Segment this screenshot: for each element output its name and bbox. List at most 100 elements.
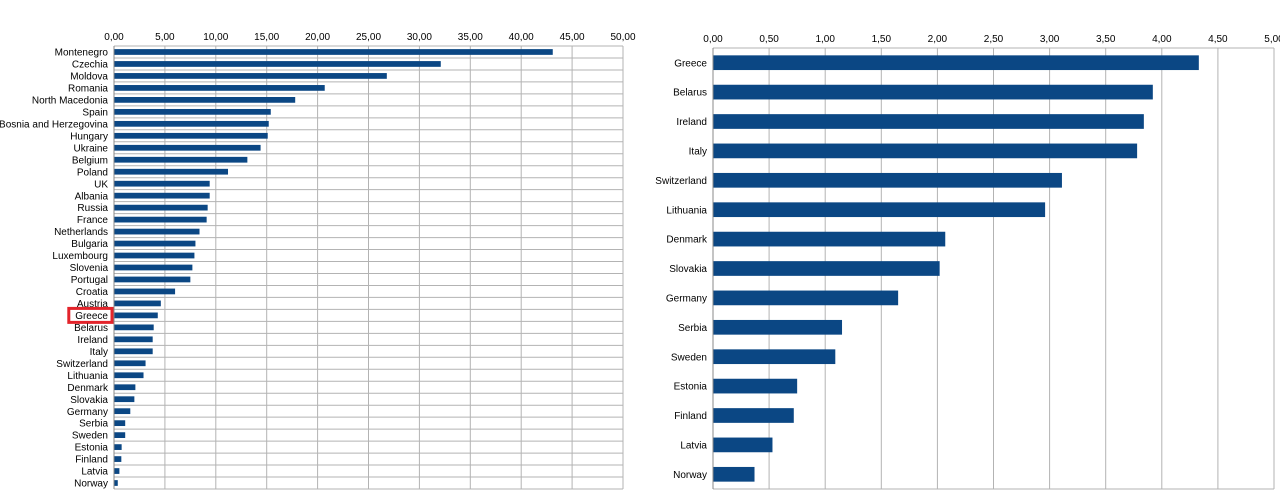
right-bar-latvia xyxy=(713,437,773,453)
right-category-label-estonia: Estonia xyxy=(674,382,708,393)
left-category-label-spain: Spain xyxy=(82,107,108,118)
left-bar-netherlands xyxy=(114,228,200,235)
left-bar-czechia xyxy=(114,61,441,67)
left-bar-latvia xyxy=(114,468,120,474)
right-bar-germany xyxy=(713,290,899,306)
right-bar-slovakia xyxy=(713,261,940,276)
left-bar-estonia xyxy=(114,444,122,450)
left-category-label-slovakia: Slovakia xyxy=(70,395,108,406)
left-bar-greece xyxy=(114,312,158,319)
right-x-tick-label: 1,00 xyxy=(815,34,835,45)
left-category-label-denmark: Denmark xyxy=(67,383,109,394)
right-category-label-greece: Greece xyxy=(674,58,707,69)
left-category-label-sweden: Sweden xyxy=(72,431,108,442)
right-bar-serbia xyxy=(713,319,843,335)
right-x-tick-label: 0,50 xyxy=(759,34,779,45)
left-bar-serbia xyxy=(114,420,126,427)
left-bar-belgium xyxy=(114,156,248,163)
right-category-label-norway: Norway xyxy=(673,470,707,481)
left-category-label-czechia: Czechia xyxy=(72,60,109,71)
left-category-label-netherlands: Netherlands xyxy=(54,227,108,238)
left-bar-slovenia xyxy=(114,264,193,271)
left-bar-albania xyxy=(114,192,210,199)
left-bar-germany xyxy=(114,408,131,415)
left-bar-luxembourg xyxy=(114,252,195,259)
left-category-label-finland: Finland xyxy=(75,455,108,466)
right-category-label-sweden: Sweden xyxy=(671,352,707,363)
left-category-label-hungary: Hungary xyxy=(70,131,108,142)
left-bar-bulgaria xyxy=(114,240,196,247)
left-category-label-bulgaria: Bulgaria xyxy=(71,239,108,250)
left-category-label-uk: UK xyxy=(94,179,108,190)
left-category-label-bosnia-and-herzegovina: Bosnia and Herzegovina xyxy=(0,119,108,130)
right-bar-chart: 0,00 0,50 1,00 1,50 2,00 2,50 3,00 3,50 4,00 4,50… xyxy=(655,34,1280,490)
left-category-label-moldova: Moldova xyxy=(70,72,108,83)
right-x-tick-label: 3,50 xyxy=(1096,34,1116,45)
left-bar-poland xyxy=(114,168,229,175)
left-category-label-belgium: Belgium xyxy=(72,155,108,166)
left-bar-belarus xyxy=(114,324,154,331)
right-x-tick-label: 4,00 xyxy=(1152,34,1172,45)
left-category-label-greece: Greece xyxy=(75,311,108,322)
right-bar-denmark xyxy=(713,231,946,247)
right-bar-sweden xyxy=(713,349,836,365)
left-x-tick-label: 35,00 xyxy=(458,32,483,43)
left-x-tick-label: 50,00 xyxy=(610,32,635,43)
left-bar-spain xyxy=(114,108,271,115)
left-x-tick-label: 15,00 xyxy=(254,32,279,43)
left-x-tick-label: 30,00 xyxy=(407,32,432,43)
left-category-label-poland: Poland xyxy=(77,167,108,178)
left-category-label-estonia: Estonia xyxy=(75,443,109,454)
right-bar-switzerland xyxy=(713,172,1062,188)
left-category-label-italy: Italy xyxy=(90,347,108,358)
left-category-label-ireland: Ireland xyxy=(77,335,108,346)
left-bar-italy xyxy=(114,348,153,355)
left-category-label-norway: Norway xyxy=(74,479,108,490)
right-x-tick-label: 2,00 xyxy=(928,34,948,45)
left-category-label-north-macedonia: North Macedonia xyxy=(32,95,109,106)
left-bar-ireland xyxy=(114,336,153,343)
left-category-label-serbia: Serbia xyxy=(79,419,108,430)
left-category-label-romania: Romania xyxy=(68,84,108,95)
right-category-label-germany: Germany xyxy=(666,294,707,305)
right-category-label-serbia: Serbia xyxy=(678,323,707,334)
right-x-tick-label: 3,00 xyxy=(1040,34,1060,45)
left-bar-uk xyxy=(114,180,210,187)
left-category-label-luxembourg: Luxembourg xyxy=(52,251,108,262)
right-bar-belarus xyxy=(713,84,1153,100)
left-x-tick-label: 25,00 xyxy=(356,32,381,43)
left-bar-switzerland xyxy=(114,360,146,367)
left-bar-denmark xyxy=(114,384,136,391)
right-x-tick-label: 1,50 xyxy=(872,34,892,45)
left-category-label-lithuania: Lithuania xyxy=(67,371,108,382)
left-bar-lithuania xyxy=(114,372,144,379)
left-x-tick-label: 20,00 xyxy=(305,32,330,43)
left-x-tick-label: 40,00 xyxy=(509,32,534,43)
right-bar-italy xyxy=(713,143,1138,159)
left-x-tick-label: 45,00 xyxy=(560,32,585,43)
left-category-label-switzerland: Switzerland xyxy=(56,359,108,370)
right-x-tick-label: 4,50 xyxy=(1208,34,1228,45)
left-category-label-albania: Albania xyxy=(75,191,109,202)
left-bar-romania xyxy=(114,85,325,91)
left-bar-finland xyxy=(114,456,122,462)
left-bar-hungary xyxy=(114,132,268,139)
left-category-label-belarus: Belarus xyxy=(74,323,108,334)
right-category-label-denmark: Denmark xyxy=(666,235,708,246)
right-bar-lithuania xyxy=(713,202,1046,218)
right-category-label-ireland: Ireland xyxy=(676,117,707,128)
left-bar-norway xyxy=(114,480,118,486)
left-x-tick-label: 5,00 xyxy=(155,32,175,43)
left-bar-montenegro xyxy=(114,49,553,55)
left-bar-moldova xyxy=(114,73,387,79)
right-category-label-finland: Finland xyxy=(674,411,707,422)
right-x-tick-label: 0,00 xyxy=(703,34,723,45)
left-bar-russia xyxy=(114,204,208,211)
right-x-tick-label: 5,00 xyxy=(1264,34,1280,45)
right-category-label-lithuania: Lithuania xyxy=(666,205,707,216)
left-category-label-croatia: Croatia xyxy=(76,287,109,298)
left-category-label-russia: Russia xyxy=(77,203,108,214)
left-bar-slovakia xyxy=(114,396,135,403)
